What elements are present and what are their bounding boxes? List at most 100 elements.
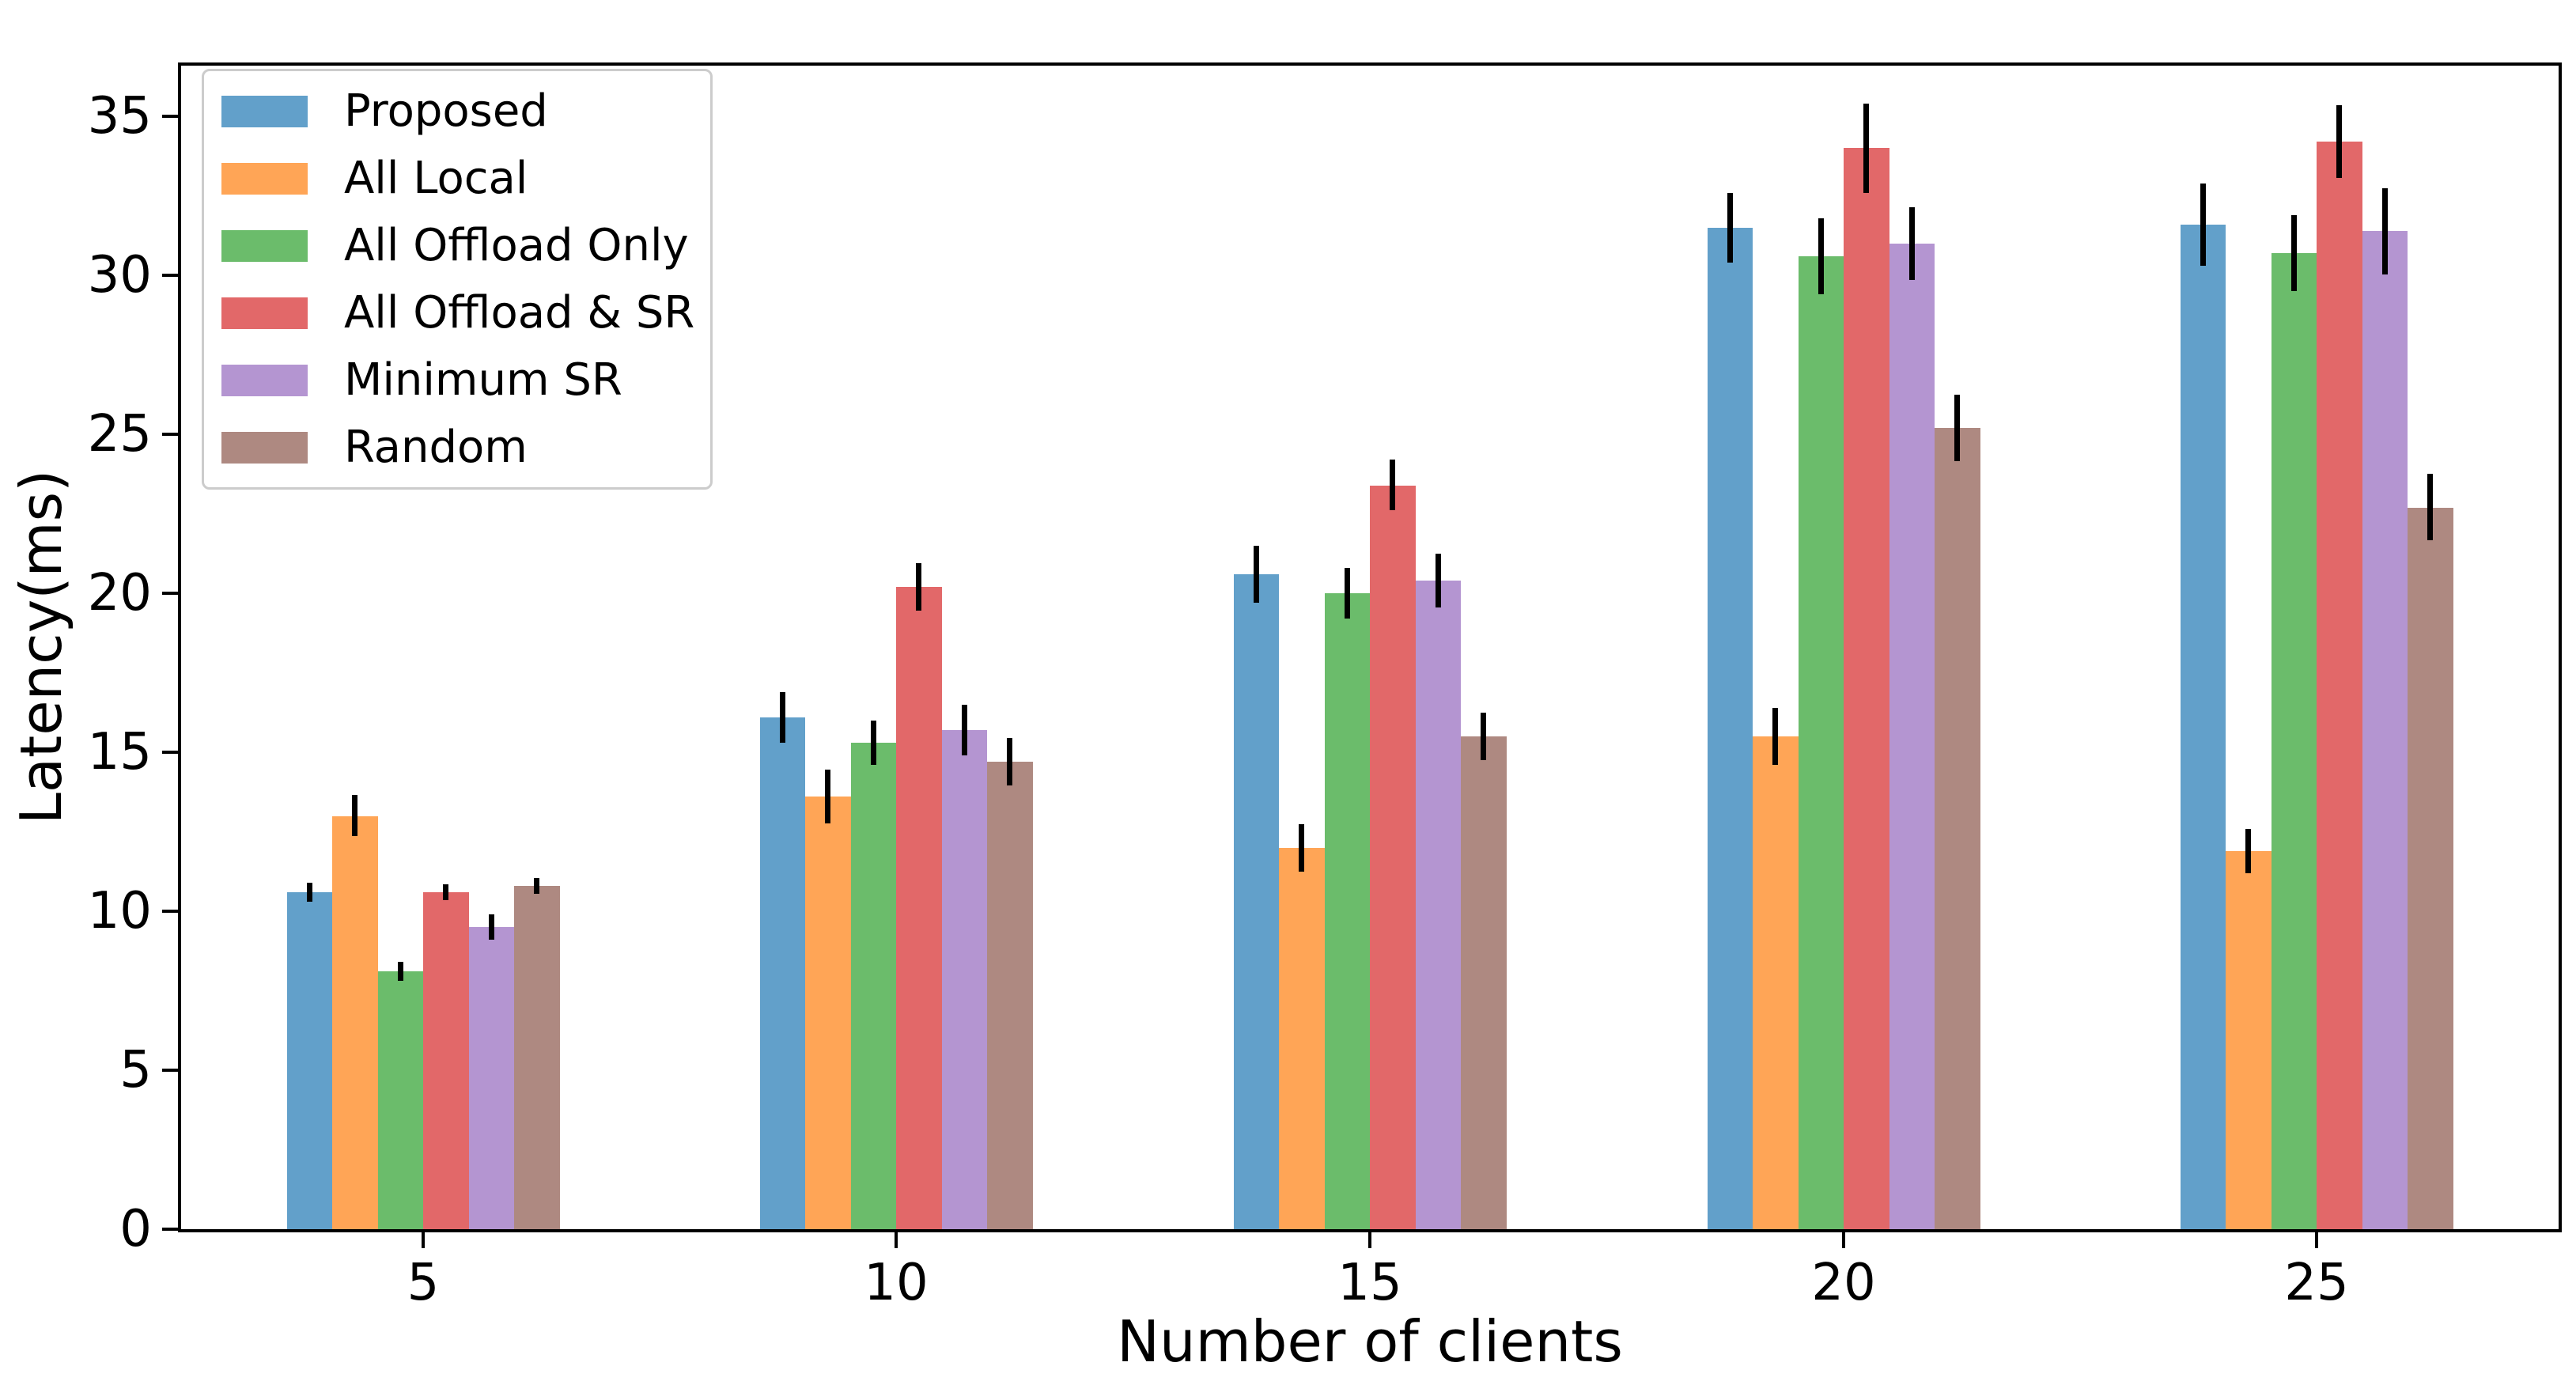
- bar-minimum-sr-15: [1416, 581, 1461, 1229]
- bar-proposed-20: [1708, 228, 1753, 1229]
- error-bar: [307, 883, 312, 902]
- y-tick-mark: [162, 1069, 178, 1073]
- error-bar: [1772, 708, 1778, 765]
- bar-all-local-20: [1753, 736, 1799, 1229]
- bar-random-5: [514, 886, 560, 1229]
- bar-proposed-15: [1234, 574, 1279, 1229]
- x-tick-label: 10: [864, 1254, 929, 1312]
- legend-entry: All Offload & SR: [204, 279, 710, 346]
- error-bar: [1481, 713, 1486, 760]
- error-bar: [2200, 184, 2206, 266]
- legend-entry: All Local: [204, 145, 710, 212]
- legend-label: All Local: [344, 152, 528, 204]
- y-tick-mark: [162, 751, 178, 755]
- bar-all-offload-only-20: [1799, 256, 1844, 1229]
- error-bar: [1954, 395, 1960, 461]
- legend-swatch-icon: [221, 431, 308, 464]
- bar-minimum-sr-20: [1889, 244, 1935, 1229]
- x-tick-label: 15: [1337, 1254, 1402, 1312]
- y-tick-label: 30: [87, 246, 152, 305]
- legend-swatch-icon: [221, 162, 308, 195]
- bar-all-offload-sr-20: [1844, 148, 1889, 1229]
- bar-random-15: [1461, 736, 1507, 1229]
- legend-swatch-icon: [221, 95, 308, 127]
- error-bar: [398, 962, 403, 981]
- legend-swatch-icon: [221, 229, 308, 262]
- error-bar: [1254, 546, 1259, 603]
- y-tick-mark: [162, 1228, 178, 1231]
- bar-all-offload-sr-15: [1370, 486, 1416, 1229]
- legend-label: Proposed: [344, 85, 548, 137]
- y-tick-label: 0: [119, 1200, 152, 1258]
- x-tick-mark: [895, 1232, 898, 1248]
- bar-proposed-25: [2181, 225, 2226, 1229]
- error-bar: [1909, 207, 1915, 280]
- bar-all-offload-sr-5: [423, 892, 469, 1229]
- bar-all-local-5: [332, 816, 378, 1229]
- y-tick-mark: [162, 115, 178, 119]
- bar-random-25: [2408, 508, 2453, 1229]
- x-tick-label: 25: [2284, 1254, 2349, 1312]
- error-bar: [443, 884, 448, 900]
- bar-all-offload-sr-10: [896, 587, 942, 1229]
- plot-area: [178, 62, 2562, 1232]
- bar-all-offload-only-25: [2271, 253, 2317, 1229]
- y-tick-label: 10: [87, 882, 152, 941]
- error-bar: [1299, 824, 1304, 872]
- error-bar: [825, 770, 830, 823]
- error-bar: [2382, 188, 2388, 274]
- error-bar: [489, 914, 494, 940]
- error-bar: [1436, 554, 1441, 607]
- x-tick-mark: [2315, 1232, 2318, 1248]
- y-tick-label: 5: [119, 1041, 152, 1100]
- bar-all-offload-only-15: [1325, 593, 1370, 1229]
- error-bar: [2336, 105, 2342, 178]
- bar-proposed-10: [760, 717, 805, 1229]
- y-tick-label: 35: [87, 87, 152, 146]
- y-tick-label: 25: [87, 405, 152, 464]
- bar-minimum-sr-25: [2362, 231, 2408, 1229]
- legend-label: All Offload & SR: [344, 286, 695, 339]
- legend-swatch-icon: [221, 364, 308, 396]
- error-bar: [1727, 193, 1733, 263]
- error-bar: [871, 721, 876, 765]
- bar-all-local-25: [2226, 851, 2271, 1229]
- bar-all-offload-sr-25: [2317, 142, 2362, 1229]
- legend-swatch-icon: [221, 297, 308, 329]
- error-bar: [916, 563, 921, 611]
- bar-minimum-sr-5: [469, 927, 514, 1229]
- error-bar: [1818, 218, 1824, 294]
- error-bar: [534, 878, 539, 894]
- bar-all-local-15: [1279, 848, 1325, 1229]
- y-tick-mark: [162, 433, 178, 437]
- x-tick-mark: [1368, 1232, 1371, 1248]
- y-tick-mark: [162, 910, 178, 914]
- x-tick-label: 20: [1811, 1254, 1876, 1312]
- bar-random-20: [1935, 428, 1980, 1229]
- error-bar: [352, 795, 357, 836]
- x-tick-label: 5: [407, 1254, 440, 1312]
- error-bar: [2427, 474, 2433, 540]
- x-axis-label: Number of clients: [1117, 1308, 1623, 1375]
- error-bar: [2245, 829, 2251, 873]
- bar-random-10: [987, 762, 1033, 1229]
- x-tick-mark: [422, 1232, 425, 1248]
- legend-label: Minimum SR: [344, 354, 622, 406]
- error-bar: [1345, 568, 1350, 619]
- bar-proposed-5: [287, 892, 332, 1229]
- y-tick-mark: [162, 592, 178, 596]
- legend-entry: Minimum SR: [204, 346, 710, 414]
- y-tick-mark: [162, 274, 178, 278]
- error-bar: [1390, 460, 1395, 510]
- error-bar: [2291, 215, 2297, 291]
- bar-all-offload-only-5: [378, 971, 423, 1229]
- y-tick-label: 20: [87, 564, 152, 623]
- y-tick-label: 15: [87, 723, 152, 782]
- legend-label: All Offload Only: [344, 219, 689, 271]
- bar-all-offload-only-10: [851, 743, 896, 1229]
- bar-all-local-10: [805, 797, 851, 1229]
- error-bar: [962, 705, 967, 755]
- legend-entry: Random: [204, 414, 710, 481]
- legend: Proposed All Local All Offload Only All Off…: [202, 69, 713, 490]
